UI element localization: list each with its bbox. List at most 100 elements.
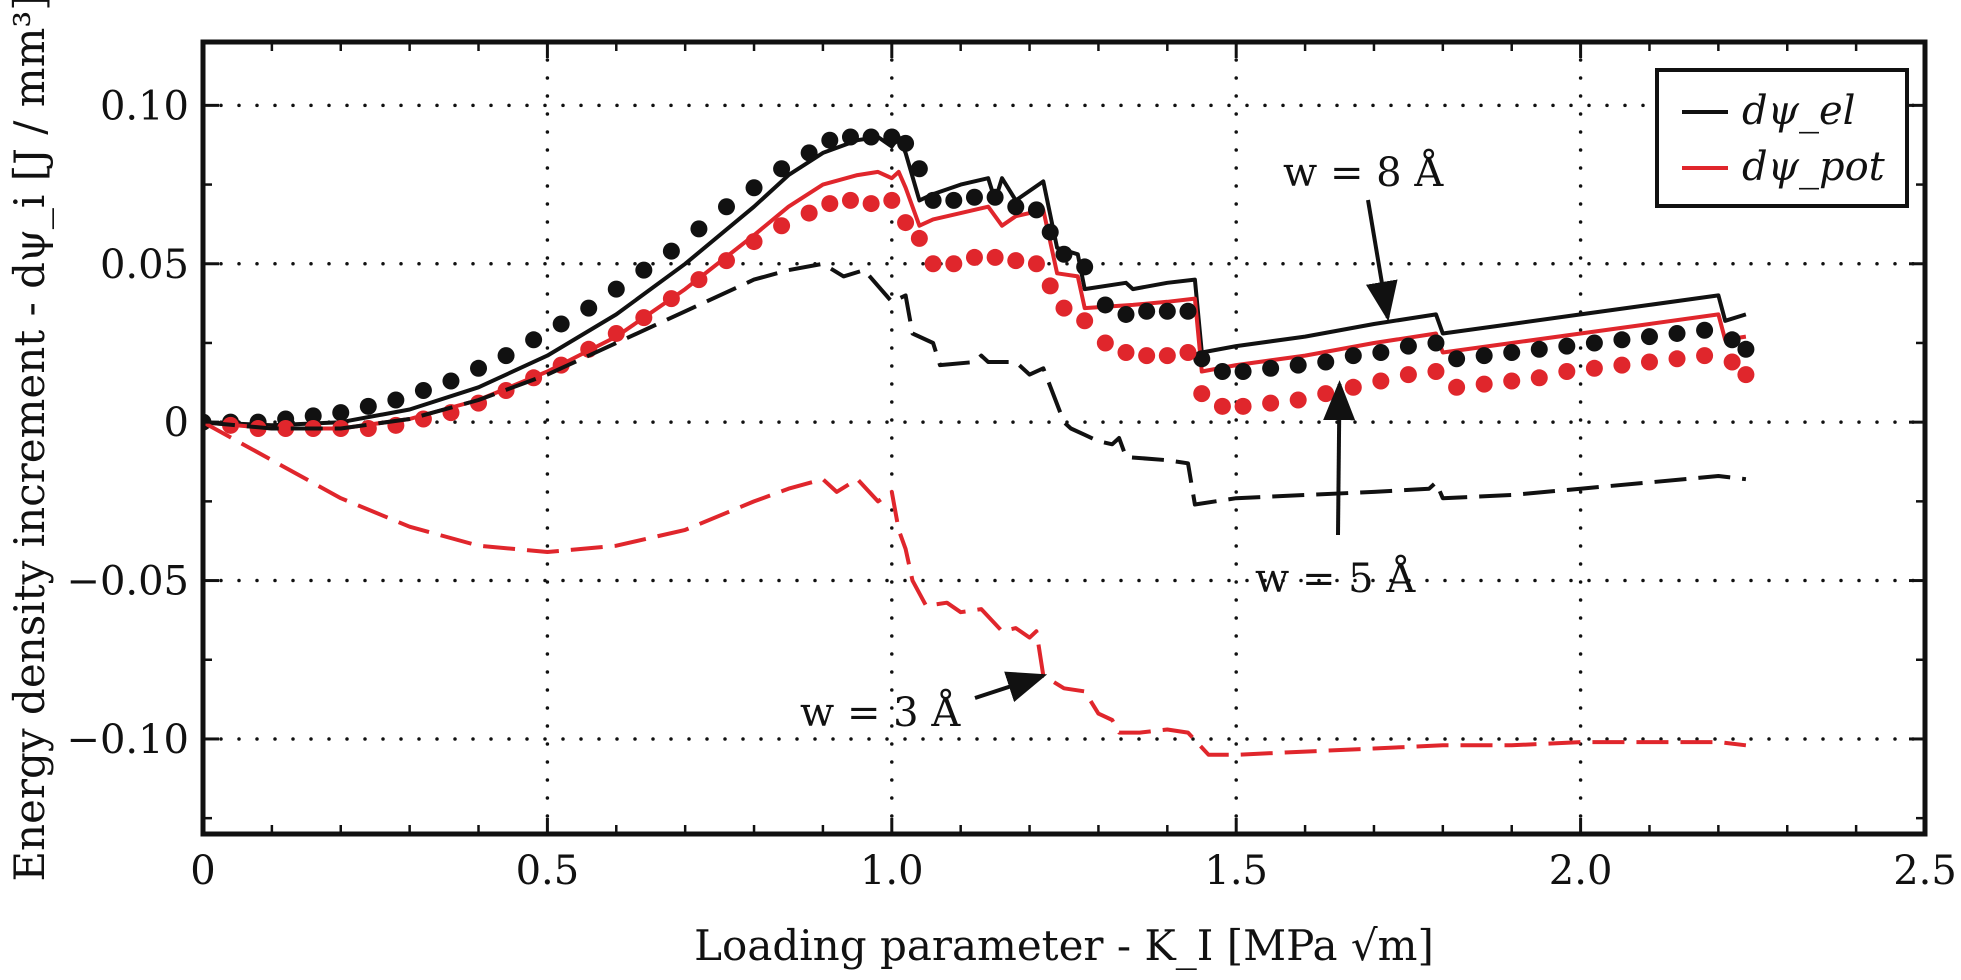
data-point	[580, 299, 598, 317]
data-point	[662, 290, 680, 308]
annotations: w = 8 Å w = 5 Å w = 3 Å	[800, 149, 1444, 736]
data-point	[1158, 347, 1176, 365]
data-point	[1613, 356, 1631, 374]
data-point	[1696, 321, 1714, 339]
data-point	[1475, 347, 1493, 365]
data-point	[690, 271, 708, 289]
data-point	[277, 419, 295, 437]
data-point	[862, 195, 880, 213]
data-point	[773, 160, 791, 178]
data-point	[1399, 337, 1417, 355]
legend-label-el: dψ_el	[1742, 88, 1855, 134]
data-point	[1585, 359, 1603, 377]
data-point	[1262, 394, 1280, 412]
data-point	[607, 280, 625, 298]
data-point	[552, 315, 570, 333]
data-point	[1138, 347, 1156, 365]
data-point	[717, 252, 735, 270]
data-point	[1640, 353, 1658, 371]
series-el-solid	[203, 135, 1747, 428]
data-point	[800, 144, 818, 162]
data-point	[910, 229, 928, 247]
x-tick-label: 0	[190, 848, 215, 894]
x-tick-label: 1.5	[1204, 848, 1268, 894]
data-point	[821, 195, 839, 213]
data-point	[945, 191, 963, 209]
data-point	[1234, 362, 1252, 380]
data-point	[883, 128, 901, 146]
data-point	[1027, 255, 1045, 273]
annotation-label: w = 3 Å	[800, 689, 961, 736]
data-point	[1055, 245, 1073, 263]
data-point	[986, 188, 1004, 206]
data-point	[1179, 302, 1197, 320]
data-point	[1117, 305, 1135, 323]
data-point	[1668, 350, 1686, 368]
data-point	[1262, 359, 1280, 377]
data-point	[1213, 397, 1231, 415]
data-point	[1213, 362, 1231, 380]
data-point	[965, 248, 983, 266]
annotation-arrow	[974, 671, 1048, 703]
data-point	[635, 309, 653, 327]
annotation-arrow	[1323, 380, 1356, 536]
data-point	[841, 128, 859, 146]
series-el-dots	[203, 128, 1755, 431]
data-point	[965, 188, 983, 206]
data-point	[1696, 347, 1714, 365]
data-point	[1158, 302, 1176, 320]
y-tick-label: 0	[164, 400, 189, 446]
data-point	[1179, 343, 1197, 361]
data-point	[607, 324, 625, 342]
data-point	[1041, 223, 1059, 241]
plot-frame	[200, 39, 1928, 837]
data-point	[924, 191, 942, 209]
series-pot-dashed	[203, 420, 1747, 757]
data-point	[1530, 340, 1548, 358]
y-tick-label: −0.10	[66, 717, 189, 763]
data-point	[1344, 378, 1362, 396]
data-point	[1427, 334, 1445, 352]
data-point	[1289, 391, 1307, 409]
legend-label-pot: dψ_pot	[1742, 144, 1886, 190]
data-point	[1737, 340, 1755, 358]
tick-labels: 0 0.5 1.0 1.5 2.0 2.5 −0.10 −0.05 0 0.05 0.10	[66, 83, 1956, 894]
x-tick-label: 2.5	[1893, 848, 1957, 894]
data-point	[1613, 331, 1631, 349]
grid	[201, 40, 1927, 836]
data-point	[1234, 397, 1252, 415]
legend: dψ_el dψ_pot	[1655, 68, 1909, 208]
data-point	[1723, 331, 1741, 349]
data-point	[910, 160, 928, 178]
data-point	[745, 233, 763, 251]
data-point	[414, 381, 432, 399]
data-point	[897, 134, 915, 152]
y-axis-title: Energy density increment - dψ_i [J / mm³…	[5, 0, 54, 882]
data-point	[1737, 366, 1755, 384]
data-point	[1530, 369, 1548, 387]
data-point	[1007, 198, 1025, 216]
data-point	[1372, 372, 1390, 390]
y-tick-label: −0.05	[66, 559, 189, 605]
data-point	[1096, 296, 1114, 314]
data-point	[773, 217, 791, 235]
data-point	[800, 204, 818, 222]
data-point	[1055, 299, 1073, 317]
data-point	[883, 191, 901, 209]
ticks	[201, 42, 1927, 834]
data-point	[897, 214, 915, 232]
data-point	[1640, 328, 1658, 346]
data-point	[662, 242, 680, 260]
data-point	[525, 331, 543, 349]
y-tick-label: 0.10	[100, 83, 189, 129]
x-tick-label: 0.5	[516, 848, 580, 894]
data-point	[359, 397, 377, 415]
data-point	[1558, 362, 1576, 380]
data-point	[1027, 201, 1045, 219]
data-point	[442, 372, 460, 390]
data-point	[1344, 347, 1362, 365]
data-point	[1723, 353, 1741, 371]
data-point	[862, 128, 880, 146]
data-point	[986, 248, 1004, 266]
data-point	[924, 255, 942, 273]
